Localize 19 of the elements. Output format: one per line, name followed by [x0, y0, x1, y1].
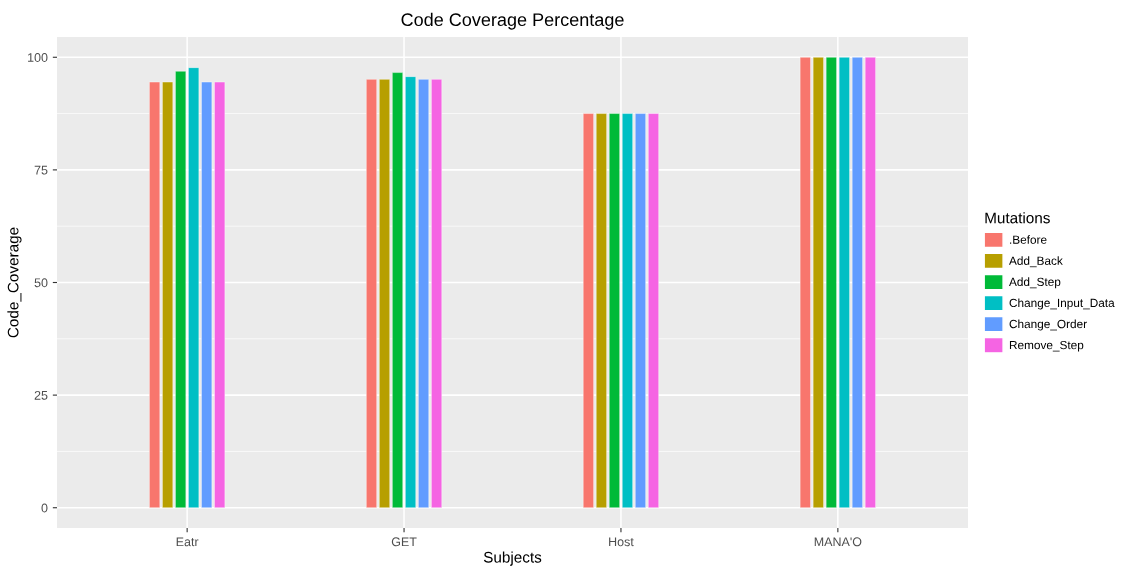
- y-tick-label: 75: [34, 165, 48, 175]
- legend-label: Change_Order: [1009, 319, 1087, 331]
- legend-title: Mutations: [985, 212, 1050, 224]
- x-axis-title: Subjects: [483, 551, 542, 566]
- chart-title: Code Coverage Percentage: [401, 12, 624, 30]
- x-tick-label: MANA'O: [814, 537, 862, 547]
- legend-label: Change_Input_Data: [1009, 298, 1115, 310]
- legend-label: Add_Back: [1009, 256, 1063, 268]
- y-axis-title: Code_Coverage: [7, 227, 22, 338]
- y-tick-label: 50: [34, 278, 48, 288]
- y-tick-label: 100: [28, 53, 48, 62]
- legend-label: Remove_Step: [1009, 340, 1084, 352]
- x-tick-label: Host: [609, 537, 634, 547]
- legend-label: Add_Step: [1009, 277, 1061, 289]
- x-tick-label: GET: [391, 537, 417, 547]
- legend-label: .Before: [1010, 235, 1047, 244]
- y-tick-label: 0: [41, 503, 48, 513]
- x-tick-label: Eatr: [176, 537, 199, 547]
- y-tick-label: 25: [34, 390, 48, 400]
